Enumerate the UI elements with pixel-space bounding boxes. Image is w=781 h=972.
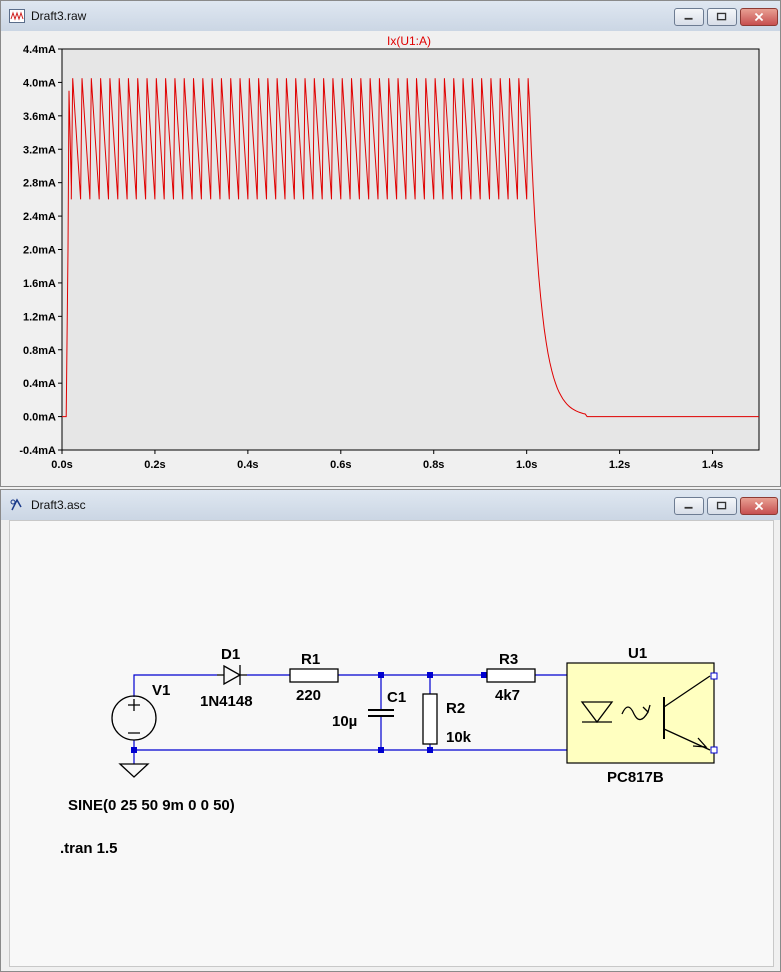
d1-value: 1N4148 xyxy=(200,693,253,710)
schematic-window: Draft3.asc xyxy=(0,489,781,972)
schematic-canvas[interactable]: V1 D1 1N4148 R1 220 xyxy=(9,520,774,967)
x-tick-label: 1.0s xyxy=(516,459,537,471)
y-tick-label: 2.8mA xyxy=(23,178,56,190)
y-tick-label: -0.4mA xyxy=(19,445,56,457)
close-icon xyxy=(754,12,764,22)
maximize-icon xyxy=(716,501,727,510)
x-tick-label: 0.4s xyxy=(237,459,258,471)
x-tick-label: 0.8s xyxy=(423,459,444,471)
c1-value: 10µ xyxy=(332,713,357,730)
y-tick-label: 2.0mA xyxy=(23,245,56,257)
minimize-button[interactable] xyxy=(674,8,704,26)
x-tick-label: 0.0s xyxy=(51,459,72,471)
r1-ref: R1 xyxy=(301,651,320,668)
c1-ref: C1 xyxy=(387,689,406,706)
y-tick-label: 1.2mA xyxy=(23,311,56,323)
minimize-icon xyxy=(684,17,693,20)
maximize-icon xyxy=(716,12,727,21)
y-axis: -0.4mA 0.0mA 0.4mA 0.8mA 1.2mA 1.6mA 2.0mA 2.4m… xyxy=(19,44,62,457)
close-icon xyxy=(754,501,764,511)
d1-ref: D1 xyxy=(221,646,240,663)
r3-value: 4k7 xyxy=(495,687,520,704)
x-tick-label: 0.6s xyxy=(330,459,351,471)
x-axis: 0.0s 0.2s 0.4s 0.6s 0.8s 1.0s 1.2s 1.4s xyxy=(51,450,723,471)
voltage-source-v1[interactable]: V1 xyxy=(111,682,170,741)
tran-directive[interactable]: .tran 1.5 xyxy=(60,840,118,857)
y-tick-label: 3.6mA xyxy=(23,111,56,123)
v1-value[interactable]: SINE(0 25 50 9m 0 0 50) xyxy=(68,797,235,814)
plot-area xyxy=(61,48,760,451)
waveform-titlebar[interactable]: Draft3.raw xyxy=(1,1,780,31)
x-tick-label: 1.4s xyxy=(702,459,723,471)
y-tick-label: 4.0mA xyxy=(23,77,56,89)
maximize-button[interactable] xyxy=(707,8,737,26)
schematic-window-title: Draft3.asc xyxy=(31,498,86,512)
minimize-icon xyxy=(684,506,693,509)
waveform-window-title: Draft3.raw xyxy=(31,9,87,23)
minimize-button[interactable] xyxy=(674,497,704,515)
r3-ref: R3 xyxy=(499,651,518,668)
capacitor-c1[interactable]: C1 10µ xyxy=(332,689,406,730)
resistor-r1[interactable]: R1 220 xyxy=(289,651,339,704)
maximize-button[interactable] xyxy=(707,497,737,515)
trace-label[interactable]: Ix(U1:A) xyxy=(387,34,431,48)
schematic-editor-icon xyxy=(10,498,22,511)
y-tick-label: 0.8mA xyxy=(23,345,56,357)
r1-value: 220 xyxy=(296,687,321,704)
v1-ref: V1 xyxy=(152,682,170,699)
r2-value: 10k xyxy=(446,729,472,746)
ground-icon xyxy=(118,763,150,778)
u1-ref: U1 xyxy=(628,645,647,662)
x-tick-label: 0.2s xyxy=(144,459,165,471)
waveform-viewer-icon xyxy=(9,9,25,23)
r2-ref: R2 xyxy=(446,700,465,717)
waveform-window: Draft3.raw Ix(U1:A) -0.4mA 0.0mA 0.4mA 0.8m… xyxy=(0,0,781,487)
diode-d1[interactable]: D1 1N4148 xyxy=(200,646,253,710)
close-button[interactable] xyxy=(740,497,778,515)
resistor-r2[interactable]: R2 10k xyxy=(422,693,472,746)
junction-dots xyxy=(131,672,487,753)
close-button[interactable] xyxy=(740,8,778,26)
y-tick-label: 1.6mA xyxy=(23,278,56,290)
y-tick-label: 2.4mA xyxy=(23,211,56,223)
y-tick-label: 0.0mA xyxy=(23,412,56,424)
schematic-titlebar[interactable]: Draft3.asc xyxy=(1,490,780,520)
y-tick-label: 0.4mA xyxy=(23,378,56,390)
y-tick-label: 4.4mA xyxy=(23,44,56,56)
waveform-plot[interactable]: Ix(U1:A) -0.4mA 0.0mA 0.4mA 0.8mA 1.2mA 1.6mA… xyxy=(1,31,780,486)
resistor-r3[interactable]: R3 4k7 xyxy=(486,651,536,704)
u1-value: PC817B xyxy=(607,769,664,786)
trace-line xyxy=(62,78,759,418)
y-tick-label: 3.2mA xyxy=(23,144,56,156)
optocoupler-u1[interactable]: U1 PC817B xyxy=(566,645,718,786)
x-tick-label: 1.2s xyxy=(609,459,630,471)
